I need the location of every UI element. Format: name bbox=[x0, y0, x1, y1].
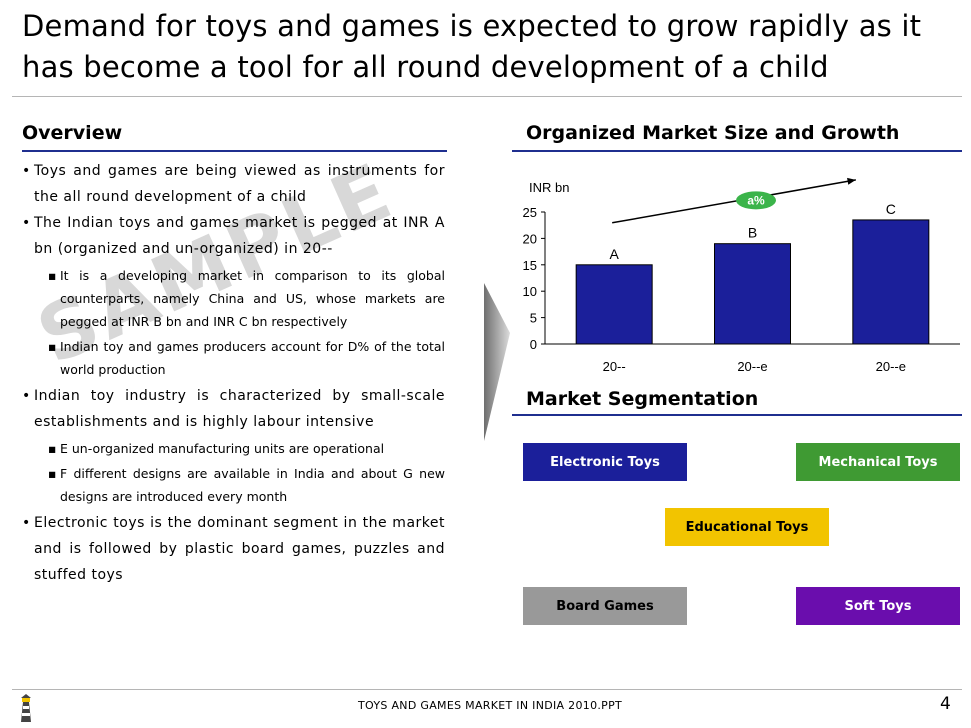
chevron-arrow-icon bbox=[484, 283, 510, 441]
y-tick-label: 15 bbox=[523, 258, 537, 273]
chart-heading: Organized Market Size and Growth bbox=[526, 122, 900, 144]
bullet-item: • Indian toy industry is characterized by… bbox=[22, 388, 445, 430]
segment-mechanical-toys: Mechanical Toys bbox=[796, 443, 960, 481]
growth-label: a% bbox=[747, 193, 765, 207]
bullet-item: • Toys and games are being viewed as inst… bbox=[22, 163, 445, 205]
overview-divider bbox=[22, 150, 447, 152]
growth-arrow-line bbox=[612, 179, 856, 224]
x-tick-label: 20-- bbox=[603, 359, 626, 374]
y-tick-label: 20 bbox=[523, 231, 537, 246]
sub-bullet-item: ▪ F different designs are available in In… bbox=[48, 466, 445, 504]
y-tick-label: 25 bbox=[523, 205, 537, 220]
y-tick-label: 5 bbox=[530, 311, 537, 326]
bar bbox=[714, 243, 791, 345]
bar-data-label: B bbox=[748, 225, 757, 241]
chart-divider bbox=[512, 150, 962, 152]
slide-title: Demand for toys and games is expected to… bbox=[22, 9, 922, 84]
growth-label-oval bbox=[736, 191, 776, 210]
segmentation-heading: Market Segmentation bbox=[526, 388, 759, 410]
sub-bullet-item: ▪ Indian toy and games producers account … bbox=[48, 339, 445, 377]
bullet-item: • The Indian toys and games market is peg… bbox=[22, 215, 445, 257]
bar-data-label: A bbox=[609, 246, 619, 262]
title-divider bbox=[12, 96, 962, 97]
overview-bullet-list: • Toys and games are being viewed as inst… bbox=[22, 158, 445, 588]
sub-bullet-item: ▪ E un-organized manufacturing units are … bbox=[48, 441, 385, 456]
segment-educational-toys: Educational Toys bbox=[665, 508, 829, 546]
bullet-item: • Electronic toys is the dominant segment… bbox=[22, 515, 445, 583]
footer-filename: TOYS AND GAMES MARKET IN INDIA 2010.PPT bbox=[358, 699, 623, 712]
x-tick-label: 20--e bbox=[737, 359, 767, 374]
bar bbox=[575, 264, 653, 345]
segmentation-divider bbox=[512, 414, 962, 416]
segment-board-games: Board Games bbox=[523, 587, 687, 625]
segment-soft-toys: Soft Toys bbox=[796, 587, 960, 625]
sub-bullet-item: ▪ It is a developing market in comparison… bbox=[48, 268, 445, 329]
y-axis-label: INR bn bbox=[529, 180, 569, 195]
lighthouse-logo-icon bbox=[21, 694, 31, 722]
page-number: 4 bbox=[940, 694, 951, 714]
y-tick-label: 0 bbox=[530, 337, 537, 352]
market-size-chart: INR bn 0 5 10 15 20 25 A 20-- B 20--e C 20--e a% bbox=[523, 177, 960, 374]
bar bbox=[852, 219, 930, 345]
overview-heading: Overview bbox=[22, 122, 123, 144]
y-tick-label: 10 bbox=[523, 284, 537, 299]
bar-data-label: C bbox=[886, 201, 896, 217]
footer-divider bbox=[12, 689, 962, 690]
growth-arrow-head bbox=[847, 177, 856, 185]
segment-electronic-toys: Electronic Toys bbox=[523, 443, 687, 481]
x-tick-label: 20--e bbox=[876, 359, 906, 374]
